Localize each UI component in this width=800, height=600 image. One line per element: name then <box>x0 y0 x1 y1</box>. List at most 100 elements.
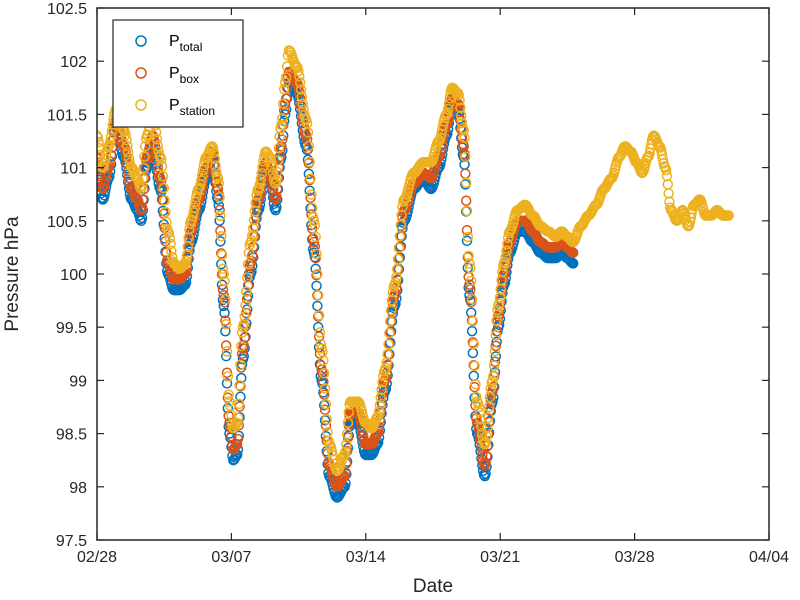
data-point <box>374 399 386 411</box>
data-point <box>318 389 330 400</box>
data-point <box>158 182 170 194</box>
data-point <box>337 472 349 483</box>
data-point <box>460 151 471 162</box>
data-point <box>382 348 393 360</box>
data-point <box>236 372 247 384</box>
data-point <box>241 293 253 305</box>
data-point <box>567 258 579 269</box>
data-point <box>309 219 321 231</box>
data-point <box>121 134 132 146</box>
data-point <box>277 98 289 110</box>
data-point <box>372 410 384 422</box>
data-point <box>189 202 200 213</box>
data-point <box>278 83 290 95</box>
data-point <box>453 89 465 101</box>
data-point <box>501 245 512 257</box>
data-point <box>294 70 305 82</box>
data-point <box>391 263 403 275</box>
data-point <box>164 232 175 244</box>
data-point <box>303 168 315 180</box>
data-point <box>208 147 220 158</box>
data-point <box>139 151 150 162</box>
data-point <box>386 294 398 306</box>
data-point <box>343 406 355 418</box>
data-point <box>209 153 220 165</box>
data-point <box>502 238 513 250</box>
data-point <box>472 397 484 409</box>
data-point <box>230 439 242 451</box>
y-tick-label: 98.5 <box>56 427 87 444</box>
data-point <box>219 307 230 319</box>
y-tick-label: 100.5 <box>47 214 87 231</box>
tick-labels-layer: 02/28 03/07 03/14 03/21 03/28 04/04 97.5 98 98.5… <box>47 1 789 566</box>
data-point <box>314 327 326 338</box>
data-point <box>217 263 229 274</box>
data-point <box>308 215 320 227</box>
y-tick-label: 101 <box>60 161 87 178</box>
data-point <box>293 81 304 93</box>
y-tick-label: 102 <box>60 54 87 71</box>
data-point <box>214 191 225 203</box>
data-point <box>387 286 399 298</box>
data-point <box>305 173 316 184</box>
data-point <box>567 247 579 258</box>
data-point <box>481 450 492 462</box>
data-point <box>313 310 325 321</box>
data-point <box>271 166 283 178</box>
data-point <box>224 396 235 407</box>
data-point <box>295 84 307 95</box>
data-point <box>303 140 315 152</box>
data-point <box>461 205 473 217</box>
data-point <box>392 253 404 265</box>
data-point <box>234 380 245 391</box>
legend: Ptotal Pbox Pstation <box>112 19 244 128</box>
data-point <box>192 184 204 196</box>
data-point <box>277 113 288 124</box>
data-point <box>301 134 313 145</box>
series-layer <box>97 45 734 503</box>
data-point <box>462 231 474 243</box>
data-point <box>340 446 351 458</box>
data-point <box>493 298 505 309</box>
data-point <box>473 401 485 413</box>
data-point <box>491 326 502 337</box>
data-point <box>502 249 513 260</box>
legend-marker-total <box>135 35 147 47</box>
data-point <box>255 173 267 185</box>
data-point <box>394 252 406 263</box>
data-point <box>279 77 291 88</box>
data-point <box>319 383 331 394</box>
data-point <box>460 195 472 207</box>
data-point <box>214 215 225 226</box>
data-point <box>211 166 222 178</box>
data-point <box>105 131 117 142</box>
data-point <box>491 315 502 326</box>
data-point <box>246 235 257 246</box>
data-point <box>377 376 388 388</box>
data-point <box>456 117 468 129</box>
data-point <box>488 360 500 371</box>
y-tick-label: 99.5 <box>56 320 87 337</box>
data-point <box>294 77 306 88</box>
data-point <box>236 340 247 352</box>
data-point <box>319 404 331 415</box>
data-point <box>471 412 482 424</box>
data-point <box>475 414 486 425</box>
data-point <box>297 98 309 109</box>
data-point <box>117 140 129 151</box>
data-point <box>483 412 494 423</box>
data-point <box>489 345 501 357</box>
data-point <box>263 150 275 162</box>
data-point <box>97 132 104 143</box>
data-point <box>180 255 192 267</box>
data-point <box>443 98 455 110</box>
data-point <box>723 210 734 221</box>
data-point <box>221 378 233 389</box>
data-point <box>216 231 227 242</box>
data-point <box>375 392 386 403</box>
data-point <box>210 160 221 171</box>
data-point <box>489 356 501 367</box>
data-point <box>150 126 162 138</box>
data-point <box>214 204 225 216</box>
